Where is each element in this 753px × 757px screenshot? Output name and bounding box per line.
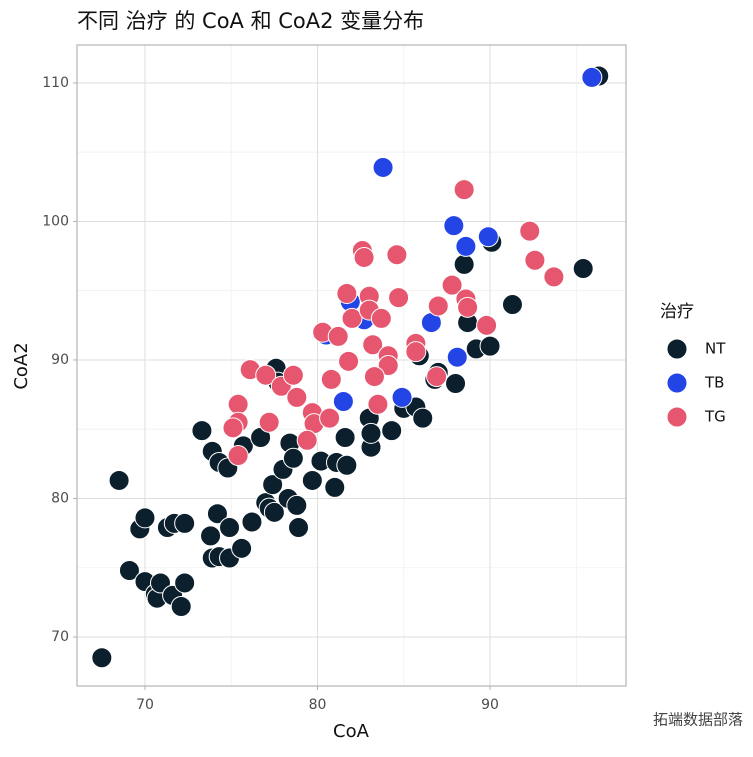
point (118, 559, 140, 581)
point (367, 393, 389, 415)
point (426, 366, 448, 388)
point (372, 156, 394, 178)
point (288, 517, 310, 539)
point (241, 511, 263, 533)
point (501, 294, 523, 316)
point (386, 244, 408, 266)
point (427, 295, 449, 317)
point (282, 447, 304, 469)
legend-title: 治疗 (660, 302, 694, 322)
point (91, 647, 113, 669)
point (191, 420, 213, 442)
x-tick-label: 70 (136, 697, 154, 713)
point (391, 386, 413, 408)
point (206, 503, 228, 525)
point (174, 572, 196, 594)
point (227, 445, 249, 467)
y-tick-label: 100 (42, 213, 69, 229)
point (324, 476, 346, 498)
watermark: 拓端数据部落 (653, 711, 743, 729)
point (388, 287, 410, 309)
point (412, 407, 434, 429)
point (282, 364, 304, 386)
point (170, 595, 192, 617)
point (362, 334, 384, 356)
legend-label: NT (705, 340, 726, 358)
x-axis-title: CoA (333, 721, 370, 742)
point (134, 507, 156, 529)
y-tick-label: 90 (51, 352, 69, 368)
point (446, 346, 468, 368)
point (200, 525, 222, 547)
point (219, 517, 241, 539)
y-tick-label: 70 (51, 629, 69, 645)
point (108, 469, 130, 491)
point (334, 427, 356, 449)
point (377, 355, 399, 376)
y-tick-label: 80 (51, 490, 69, 506)
point (263, 501, 285, 523)
legend-label: TG (704, 408, 726, 426)
legend-swatch (666, 372, 688, 394)
point (519, 220, 541, 242)
point (353, 246, 375, 268)
point (231, 537, 253, 559)
point (338, 350, 360, 372)
point (336, 282, 358, 304)
point (262, 474, 284, 496)
y-tick-label: 110 (42, 75, 69, 91)
y-axis-title: CoA2 (11, 342, 32, 389)
point (227, 393, 249, 415)
point (524, 249, 546, 271)
point (286, 386, 308, 408)
point (363, 366, 385, 388)
point (381, 420, 403, 442)
point (445, 373, 467, 395)
point (457, 296, 479, 318)
point (543, 266, 565, 288)
point (258, 411, 280, 433)
point (453, 253, 475, 275)
point (477, 226, 499, 248)
point (572, 258, 594, 280)
point (581, 66, 603, 88)
point (479, 335, 501, 357)
panel-border (76, 44, 627, 687)
point (222, 417, 244, 439)
point (455, 235, 477, 257)
point (332, 391, 354, 413)
point (405, 341, 427, 363)
point (443, 215, 465, 237)
point (441, 274, 463, 296)
legend-swatch (666, 338, 688, 360)
point (301, 469, 323, 491)
x-tick-label: 90 (481, 697, 499, 713)
point (341, 307, 363, 329)
point (286, 494, 308, 516)
legend-label: TB (704, 374, 724, 392)
point (320, 368, 342, 390)
point (336, 454, 358, 476)
chart-title: 不同 治疗 的 CoA 和 CoA2 变量分布 (77, 9, 424, 33)
point (360, 422, 382, 444)
point (327, 325, 349, 347)
point (370, 307, 392, 329)
point (453, 179, 475, 201)
point (174, 512, 196, 534)
point (255, 364, 277, 386)
point (296, 429, 318, 451)
x-tick-label: 80 (309, 697, 327, 713)
point (476, 314, 498, 336)
legend-swatch (666, 406, 688, 428)
point (319, 407, 341, 429)
